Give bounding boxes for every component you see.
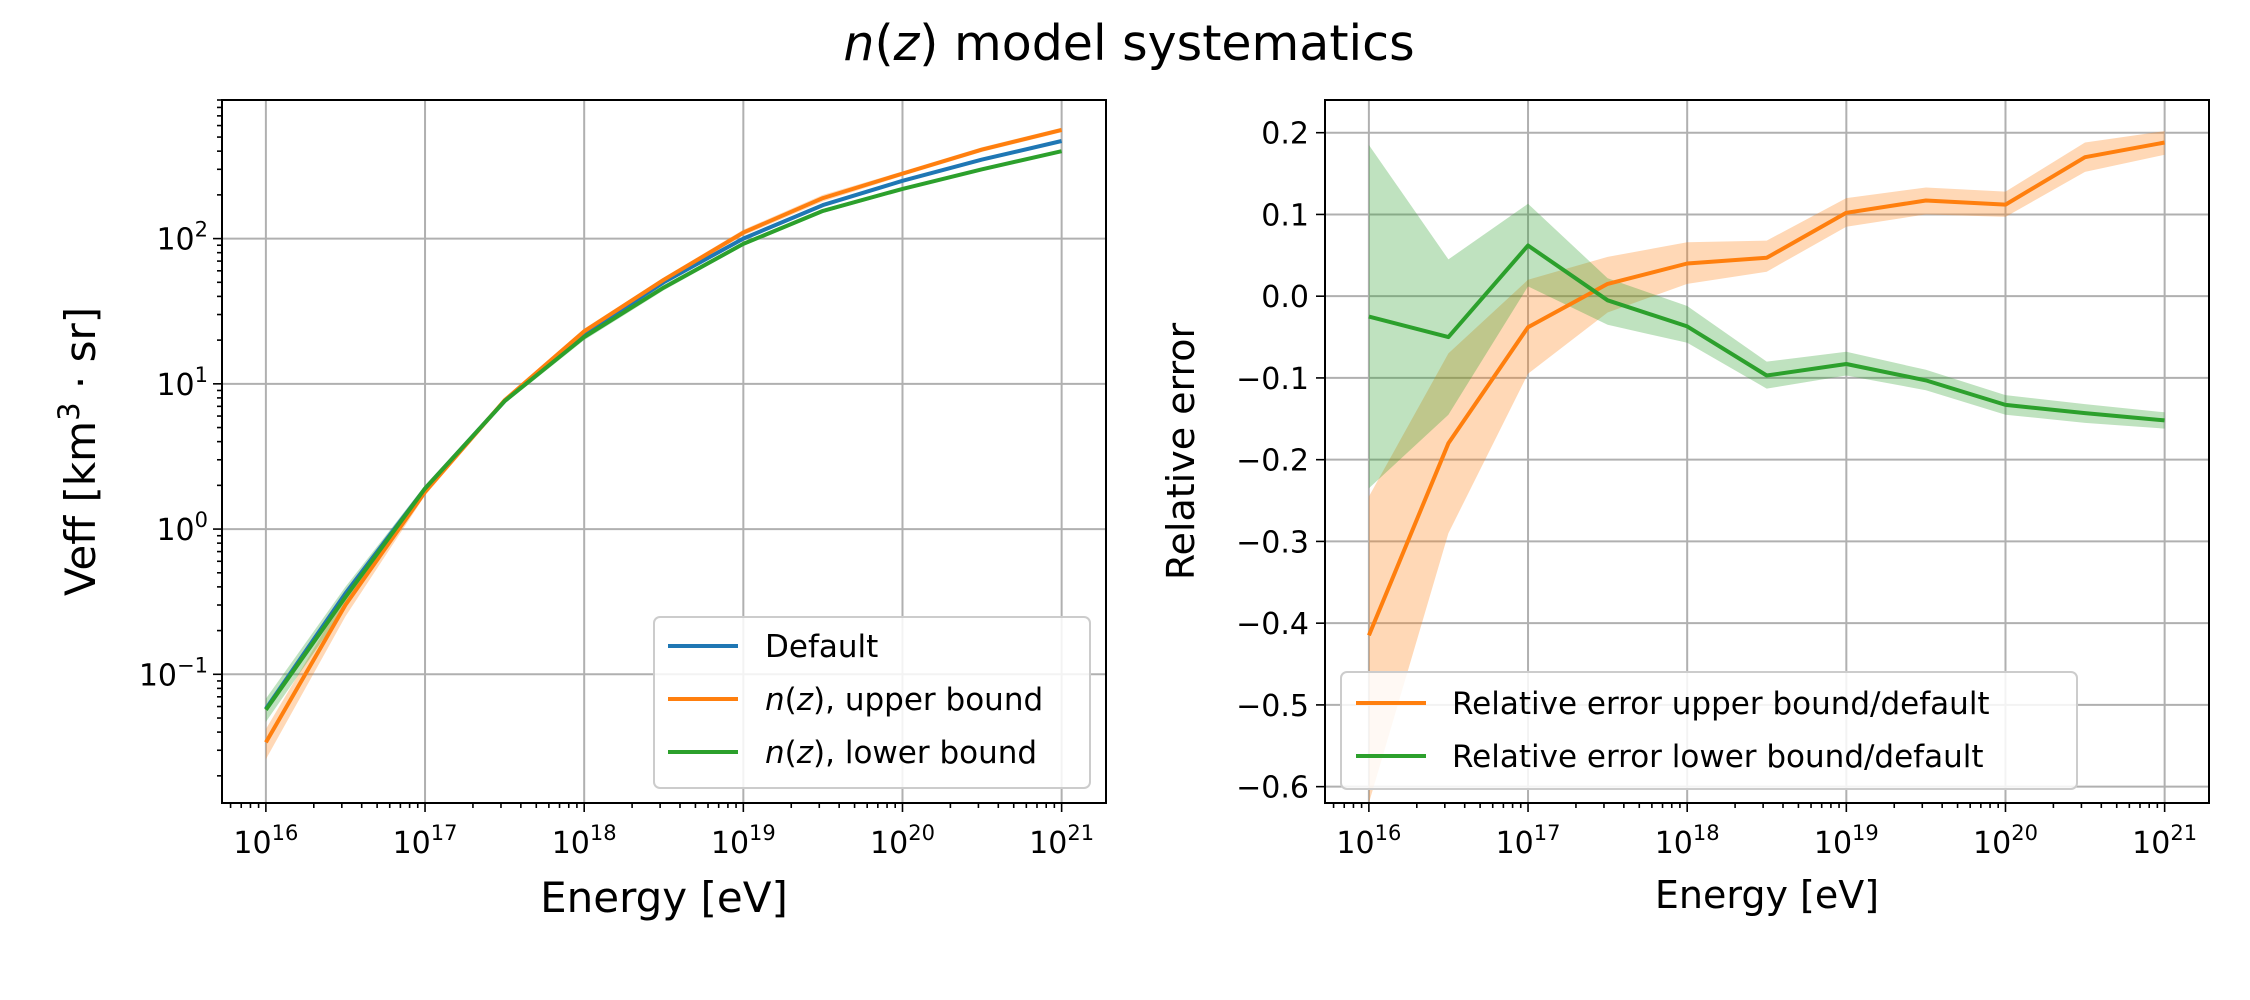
x-tick-label: 1021 — [1029, 821, 1094, 861]
y-tick-label: −0.6 — [1236, 771, 1309, 806]
veff-plot: 1016 1017 1018 1019 1020 102110−1100101102Ene… — [52, 99, 1107, 922]
tick-base: 10 — [711, 826, 749, 861]
y-tick-label: 100 — [156, 508, 208, 548]
x-tick-label: 1019 — [711, 821, 776, 861]
series-line — [264, 149, 1063, 711]
tick-base: 10 — [156, 368, 194, 403]
x-axis-label: Energy [eV] — [1655, 873, 1879, 917]
legend-label-part: z — [796, 682, 814, 718]
tick-base: 10 — [233, 826, 271, 861]
y-tick-label: −0.2 — [1236, 444, 1309, 479]
tick-exponent: 16 — [272, 821, 299, 845]
y-axis-label: Veff [km3 · sr] — [52, 307, 105, 596]
tick-base: 10 — [156, 513, 194, 548]
y-label-superscript: 3 — [52, 402, 86, 420]
x-tick-label: 1018 — [552, 821, 617, 861]
legend-label-part: n — [765, 682, 785, 718]
y-tick-label: 0.1 — [1261, 198, 1309, 233]
tick-base: 10 — [1336, 826, 1374, 861]
x-tick-label: 1021 — [2132, 821, 2197, 861]
legend-label-part: ), lower bound — [813, 735, 1037, 771]
tick-exponent: 17 — [431, 821, 458, 845]
x-tick-label: 1019 — [1814, 821, 1879, 861]
relative-error-plot: 1016 1017 1018 1019 1020 10210.20.10.0−0.1−0.… — [1159, 99, 2210, 917]
y-tick-label: 10−1 — [139, 653, 208, 693]
legend-label: Relative error upper bound/default — [1452, 686, 1990, 722]
tick-base: 10 — [1973, 826, 2011, 861]
y-axis-label: Relative error — [1159, 322, 1203, 580]
tick-exponent: 20 — [2011, 821, 2038, 845]
tick-base: 10 — [552, 826, 590, 861]
figure-title: n(z) model systematics — [843, 15, 1414, 72]
y-tick-label: 0.2 — [1261, 117, 1309, 152]
tick-base: 10 — [1496, 826, 1534, 861]
tick-exponent: 17 — [1534, 821, 1561, 845]
y-label-part: · sr] — [56, 307, 105, 403]
tick-exponent: 2 — [195, 218, 208, 242]
legend-label-part: ( — [785, 735, 797, 771]
plot-area — [1367, 131, 2165, 803]
error-band — [1368, 131, 2165, 803]
tick-exponent: 19 — [1852, 821, 1879, 845]
tick-exponent: 19 — [749, 821, 776, 845]
y-tick-label: −0.5 — [1236, 689, 1309, 724]
tick-exponent: 18 — [1693, 821, 1720, 845]
axes-frame — [1324, 99, 2210, 804]
y-tick-label: 0.0 — [1261, 280, 1309, 315]
x-tick-label: 1018 — [1655, 821, 1720, 861]
tick-exponent: 21 — [1067, 821, 1094, 845]
tick-base: 10 — [156, 223, 194, 258]
axes-frame — [221, 99, 1107, 804]
legend-label-part: n — [765, 735, 785, 771]
x-tick-label: 1016 — [233, 821, 298, 861]
legend-label-part: ( — [785, 682, 797, 718]
tick-exponent: 1 — [195, 363, 208, 387]
y-tick-label: −0.4 — [1236, 607, 1309, 642]
series-line — [1367, 140, 2165, 637]
legend-label: Relative error lower bound/default — [1452, 739, 1984, 775]
legend-label: Default — [765, 629, 878, 665]
tick-exponent: 18 — [590, 821, 617, 845]
y-label-part: Veff [km — [56, 421, 105, 596]
legend: Relative error upper bound/default Relati… — [1340, 671, 2078, 790]
tick-base: 10 — [1029, 826, 1067, 861]
x-tick-label: 1020 — [870, 821, 935, 861]
y-tick-label: −0.1 — [1236, 362, 1309, 397]
y-tick-label: 102 — [156, 218, 208, 258]
legend-label-part: ), upper bound — [813, 682, 1043, 718]
tick-exponent: 21 — [2170, 821, 2197, 845]
series-line — [264, 127, 1063, 744]
tick-exponent: 0 — [195, 508, 208, 532]
x-tick-label: 1016 — [1336, 821, 1401, 861]
legend-label-part: z — [796, 735, 814, 771]
tick-exponent: −1 — [177, 653, 208, 677]
legend-box — [653, 616, 1091, 789]
legend-label: n(z), upper bound — [765, 682, 1043, 718]
y-tick-label: 101 — [156, 363, 208, 403]
x-tick-label: 1017 — [1496, 821, 1561, 861]
x-tick-label: 1020 — [1973, 821, 2038, 861]
tick-base: 10 — [393, 826, 431, 861]
tick-base: 10 — [870, 826, 908, 861]
tick-exponent: 20 — [908, 821, 935, 845]
y-tick-label: −0.3 — [1236, 525, 1309, 560]
legend-label: n(z), lower bound — [765, 735, 1037, 771]
legend-box — [1340, 671, 2078, 790]
x-axis-label: Energy [eV] — [540, 873, 788, 922]
x-tick-label: 1017 — [393, 821, 458, 861]
tick-base: 10 — [1814, 826, 1852, 861]
series-line — [1368, 243, 2165, 423]
tick-base: 10 — [2132, 826, 2170, 861]
tick-base: 10 — [139, 658, 177, 693]
tick-base: 10 — [1655, 826, 1693, 861]
tick-exponent: 16 — [1375, 821, 1402, 845]
